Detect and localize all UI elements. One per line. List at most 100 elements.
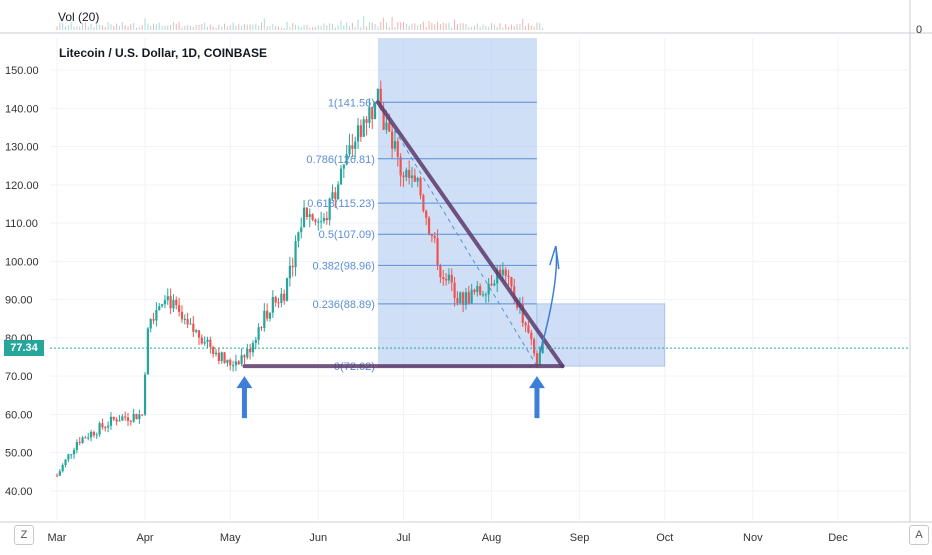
fib-level-label: 0.236(88.89) xyxy=(313,299,375,311)
candle xyxy=(169,288,172,314)
candle-body xyxy=(331,192,334,199)
x-tick-label: May xyxy=(220,532,241,544)
candle xyxy=(115,417,118,426)
candle xyxy=(410,166,414,188)
candle xyxy=(470,283,473,304)
candle-body xyxy=(203,341,206,344)
candle xyxy=(308,208,311,228)
candle-body xyxy=(456,298,459,303)
candle-body xyxy=(405,169,408,178)
candle-body xyxy=(314,219,317,222)
candle-body xyxy=(180,311,184,320)
candle-body xyxy=(464,292,468,305)
candle-body xyxy=(186,318,189,325)
candle-body xyxy=(283,293,286,301)
candle-body xyxy=(67,454,70,460)
candle-body xyxy=(285,278,289,301)
candle xyxy=(419,176,422,200)
candle xyxy=(274,295,277,307)
candle xyxy=(300,217,303,239)
candle xyxy=(447,268,451,285)
candle xyxy=(189,318,192,325)
candle-body xyxy=(416,178,419,182)
candle xyxy=(143,372,147,417)
candle xyxy=(328,197,331,226)
x-tick-label: Sep xyxy=(570,532,590,544)
candle xyxy=(439,263,442,284)
candle xyxy=(70,453,73,459)
candle xyxy=(64,459,67,468)
candle-body xyxy=(141,414,144,416)
candle-body xyxy=(433,236,436,239)
candle xyxy=(291,257,294,277)
x-tick-label: Jul xyxy=(396,532,410,544)
candle xyxy=(231,360,235,372)
candle-body xyxy=(246,348,249,358)
candle xyxy=(206,336,209,349)
candle xyxy=(240,348,243,367)
candle-body xyxy=(234,361,238,366)
candle-body xyxy=(305,207,309,218)
candle-body xyxy=(189,323,192,325)
candle-body xyxy=(496,269,499,284)
candle xyxy=(356,117,360,150)
candle xyxy=(442,269,445,286)
candle xyxy=(212,345,215,358)
candle-body xyxy=(337,184,340,200)
candle-body xyxy=(541,341,544,354)
candle-body xyxy=(160,304,164,307)
candle-body xyxy=(439,264,442,278)
candle xyxy=(490,275,493,287)
candle-body xyxy=(345,154,348,165)
arrow-head xyxy=(236,376,253,389)
auto-scale-button[interactable]: A xyxy=(909,525,929,545)
candle xyxy=(416,176,419,187)
volume-series xyxy=(56,15,544,30)
candle-body xyxy=(192,323,195,332)
candle xyxy=(268,312,272,322)
candle xyxy=(271,290,274,318)
candle xyxy=(280,287,283,308)
candle-body xyxy=(115,419,118,422)
candle-body xyxy=(152,319,155,321)
candle-body xyxy=(231,365,235,367)
candle-body xyxy=(169,296,172,309)
candle xyxy=(112,416,115,422)
candle xyxy=(277,297,280,308)
x-tick-label: Aug xyxy=(482,532,502,544)
candle-body xyxy=(129,420,132,422)
candle-body xyxy=(107,425,110,428)
left-corner-button[interactable]: Z xyxy=(14,525,34,545)
candle-body xyxy=(371,106,374,120)
candle xyxy=(266,303,269,322)
candle xyxy=(376,88,380,102)
fib-level-label: 0.5(107.09) xyxy=(319,229,375,241)
candle xyxy=(368,98,371,129)
fibonacci-zone xyxy=(377,38,537,367)
candle-body xyxy=(513,286,516,300)
fib-level-label: 0.618(115.23) xyxy=(307,198,375,210)
candle-body xyxy=(217,352,220,362)
candle xyxy=(260,326,263,332)
candle xyxy=(118,415,121,422)
candle xyxy=(138,409,141,424)
candle xyxy=(373,101,377,120)
candle-body xyxy=(155,310,158,321)
candle xyxy=(538,346,541,366)
volume-axis-zero: 0 xyxy=(916,24,923,36)
candle-body xyxy=(251,342,255,353)
candle-body xyxy=(121,416,124,421)
candle xyxy=(192,315,195,338)
candle xyxy=(305,207,309,220)
candle-body xyxy=(268,312,272,319)
candle-body xyxy=(101,423,104,428)
candle xyxy=(396,137,399,167)
candle xyxy=(254,336,257,350)
fib-level-label: 1(141.56) xyxy=(328,97,375,109)
candle xyxy=(101,418,104,430)
candle xyxy=(61,463,64,473)
candle xyxy=(413,168,416,183)
candle xyxy=(203,336,206,346)
